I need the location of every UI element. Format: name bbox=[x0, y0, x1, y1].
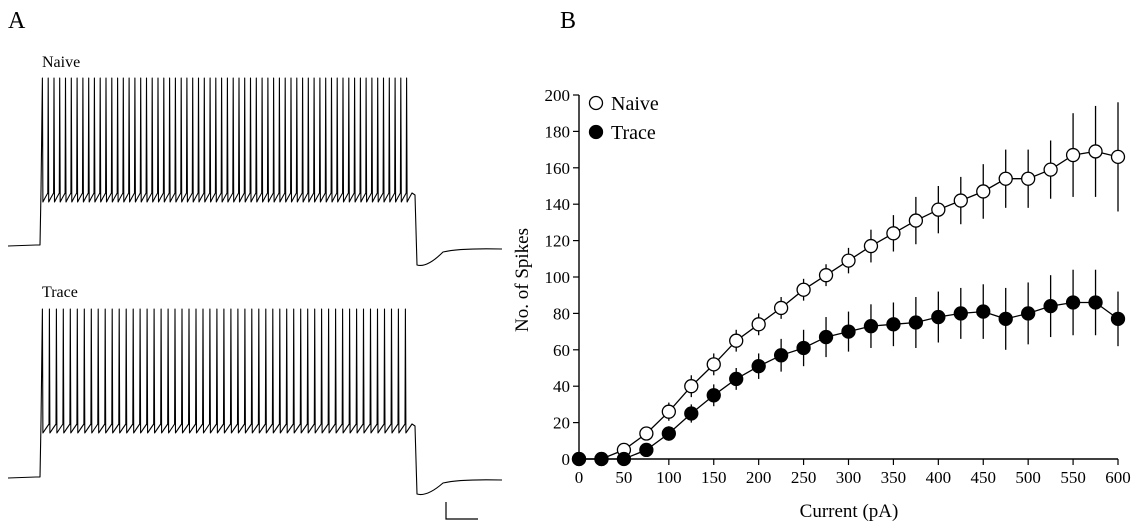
point-trace bbox=[796, 340, 811, 356]
point-naive bbox=[998, 171, 1013, 186]
scale-bar bbox=[445, 502, 478, 520]
trace-label-trace: Trace bbox=[42, 284, 78, 301]
point-naive bbox=[1043, 162, 1058, 177]
x-tick-label: 200 bbox=[746, 468, 772, 487]
y-ticks: 0 20 40 60 80 100 120 140 160 180 200 bbox=[545, 86, 579, 469]
y-tick-label: 140 bbox=[545, 195, 571, 214]
point-naive bbox=[661, 404, 676, 419]
point-naive bbox=[1110, 149, 1126, 165]
trace-waveform bbox=[7, 308, 503, 496]
point-naive bbox=[1088, 144, 1103, 159]
point-naive bbox=[639, 426, 654, 441]
point-trace bbox=[953, 306, 968, 321]
point-trace bbox=[1065, 295, 1081, 310]
voltage-trace-trace bbox=[7, 308, 503, 496]
legend-label-naive: Naive bbox=[611, 93, 659, 115]
legend-marker-trace bbox=[588, 124, 604, 140]
point-trace bbox=[706, 388, 721, 403]
legend-marker-naive bbox=[588, 95, 604, 111]
point-naive bbox=[1065, 147, 1081, 163]
point-naive bbox=[863, 238, 879, 254]
point-trace bbox=[729, 371, 744, 387]
chart-axes bbox=[578, 95, 1118, 460]
y-tick-label: 200 bbox=[545, 86, 571, 105]
panel-letter-b: B bbox=[560, 8, 576, 34]
point-trace bbox=[841, 324, 856, 339]
x-tick-label: 250 bbox=[791, 468, 817, 487]
y-tick-label: 60 bbox=[553, 341, 570, 360]
series-line-naive bbox=[579, 150, 1119, 460]
x-tick-label: 600 bbox=[1105, 468, 1131, 487]
point-trace bbox=[976, 304, 991, 319]
series-trace bbox=[571, 269, 1126, 467]
y-tick-label: 100 bbox=[545, 268, 571, 287]
series-naive bbox=[571, 102, 1126, 467]
x-tick-label: 400 bbox=[926, 468, 952, 487]
point-trace bbox=[863, 318, 879, 334]
point-trace bbox=[594, 451, 609, 467]
y-tick-label: 0 bbox=[562, 450, 571, 469]
point-naive bbox=[1021, 171, 1036, 186]
y-axis-label: No. of Spikes bbox=[512, 228, 533, 332]
point-trace bbox=[639, 442, 654, 458]
y-tick-label: 180 bbox=[545, 122, 571, 141]
point-trace bbox=[908, 315, 924, 330]
voltage-trace-naive bbox=[7, 77, 503, 267]
trace-label-naive: Naive bbox=[42, 54, 80, 71]
point-naive bbox=[818, 268, 834, 283]
point-trace bbox=[886, 317, 901, 332]
point-trace bbox=[684, 406, 699, 421]
point-naive bbox=[751, 317, 766, 332]
point-naive bbox=[684, 379, 699, 394]
point-naive bbox=[953, 193, 968, 208]
y-tick-label: 40 bbox=[553, 377, 570, 396]
point-naive bbox=[773, 300, 789, 316]
legend-label-trace: Trace bbox=[611, 122, 656, 144]
chart-series bbox=[571, 102, 1126, 467]
y-tick-label: 80 bbox=[553, 304, 570, 323]
x-tick-label: 0 bbox=[575, 468, 584, 487]
point-trace bbox=[998, 311, 1013, 327]
point-trace bbox=[571, 451, 587, 467]
point-trace bbox=[1043, 298, 1058, 314]
x-tick-label: 450 bbox=[971, 468, 997, 487]
point-naive bbox=[706, 357, 721, 372]
point-trace bbox=[661, 426, 676, 441]
x-tick-label: 150 bbox=[701, 468, 727, 487]
point-naive bbox=[796, 282, 811, 297]
panel-letter-a: A bbox=[8, 8, 26, 34]
x-axis-label: Current (pA) bbox=[800, 501, 899, 522]
x-tick-label: 350 bbox=[881, 468, 907, 487]
y-tick-label: 20 bbox=[553, 414, 570, 433]
point-naive bbox=[841, 253, 856, 268]
legend: Naive Trace bbox=[588, 93, 659, 144]
x-ticks: 0 50 100 150 200 250 300 350 400 450 500 550 600 bbox=[575, 459, 1131, 487]
x-tick-label: 500 bbox=[1015, 468, 1041, 487]
point-trace bbox=[1021, 306, 1036, 321]
y-tick-label: 160 bbox=[545, 159, 571, 178]
y-tick-label: 120 bbox=[545, 232, 571, 251]
point-trace bbox=[1088, 295, 1103, 310]
point-naive bbox=[908, 213, 924, 228]
naive-waveform bbox=[7, 77, 503, 267]
point-naive bbox=[729, 333, 744, 348]
x-tick-label: 100 bbox=[656, 468, 682, 487]
x-tick-label: 50 bbox=[615, 468, 632, 487]
point-trace bbox=[1110, 311, 1126, 327]
point-trace bbox=[818, 329, 834, 345]
point-trace bbox=[931, 309, 946, 325]
point-naive bbox=[886, 226, 901, 241]
x-tick-label: 550 bbox=[1060, 468, 1086, 487]
x-tick-label: 300 bbox=[836, 468, 862, 487]
point-trace bbox=[751, 359, 766, 374]
point-naive bbox=[931, 202, 946, 217]
point-naive bbox=[976, 184, 991, 199]
point-trace bbox=[616, 451, 632, 467]
point-trace bbox=[773, 348, 789, 363]
